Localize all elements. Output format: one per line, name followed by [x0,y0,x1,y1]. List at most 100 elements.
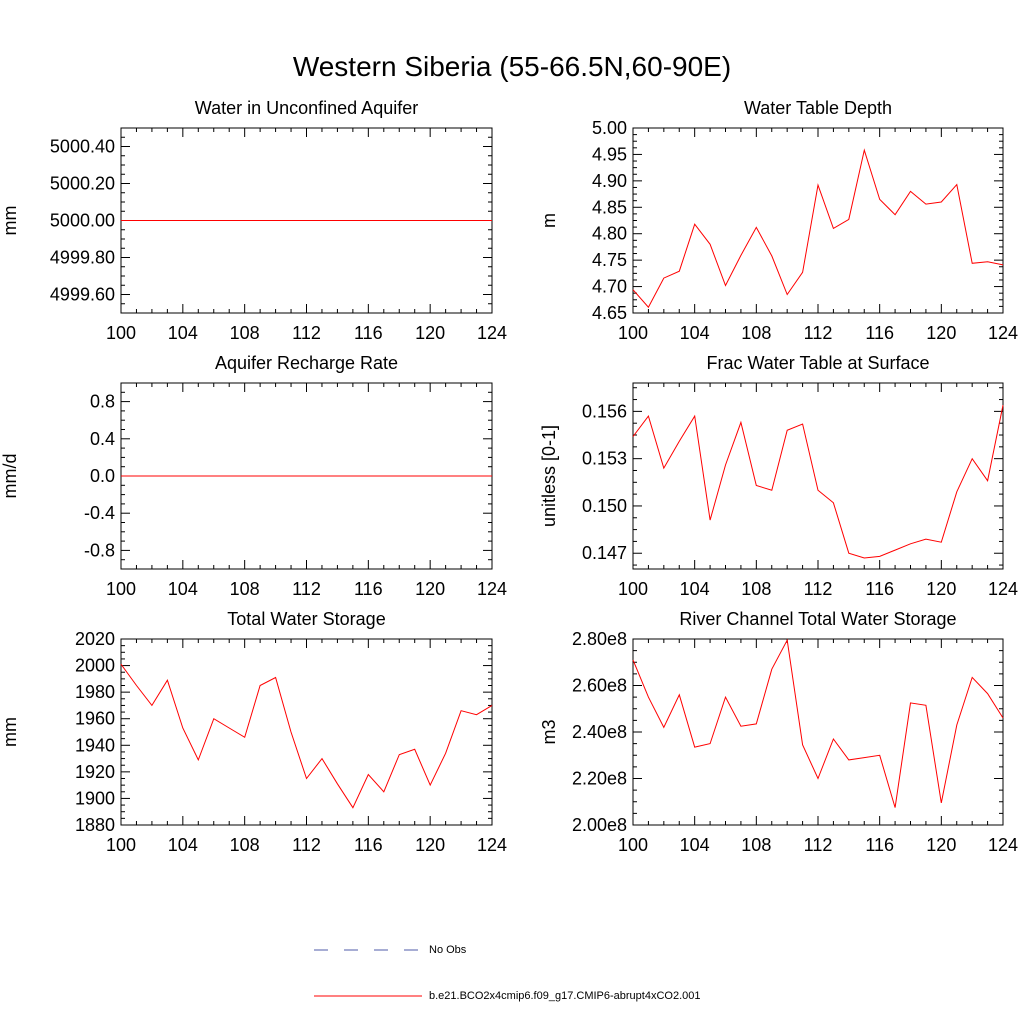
x-tick-label: 124 [988,835,1018,855]
y-tick-label: 5000.20 [50,174,115,194]
y-tick-label: 1960 [75,709,115,729]
y-tick-label: 1880 [75,815,115,835]
y-tick-label: 2000 [75,656,115,676]
x-tick-label: 120 [926,579,956,599]
plot-frame [632,382,1004,570]
x-tick-label: 108 [230,579,260,599]
y-tick-label: 2.40e8 [572,722,627,742]
chart-panel-6: 100 104 108 112 116 120 124 2.00e8 2.20e8 2.40e8 2… [539,609,1018,855]
x-tick-label: 120 [415,323,445,343]
series-line [120,663,493,809]
x-tick-label: 104 [168,323,198,343]
legend [314,949,422,997]
y-tick-label: 5000.40 [50,137,115,157]
y-tick-label: 0.8 [90,392,115,412]
x-tick-label: 104 [168,579,198,599]
y-tick-label: 1920 [75,762,115,782]
series-line [632,148,1004,309]
x-tick-label: 124 [988,579,1018,599]
series-line [632,405,1004,559]
x-tick-label: 124 [477,579,507,599]
x-tick-label: 116 [354,579,383,599]
y-tick-label: -0.4 [84,503,115,523]
panel-title: Total Water Storage [227,609,385,629]
chart-panel-3: 100 104 108 112 116 120 124 -0.8 -0.4 0.0 0.4 0.8 Aq… [0,353,507,599]
y-tick-label: 1940 [75,735,115,755]
x-tick-label: 108 [741,323,771,343]
y-tick-label: 1980 [75,682,115,702]
x-tick-label: 100 [106,323,136,343]
y-axis-label: mm [0,206,20,236]
x-tick-label: 120 [926,323,956,343]
y-tick-label: 0.4 [90,429,115,449]
x-tick-label: 100 [618,835,648,855]
x-tick-label: 112 [292,323,321,343]
series-line [632,638,1004,808]
y-tick-label: 4.90 [592,171,627,191]
x-tick-label: 108 [741,835,771,855]
x-tick-label: 124 [477,323,507,343]
x-tick-label: 108 [230,323,260,343]
x-tick-label: 112 [804,323,833,343]
y-tick-label: 4.80 [592,224,627,244]
chart-panel-4: 100 104 108 112 116 120 124 0.147 0.150 0.153 0.15… [539,353,1018,599]
y-tick-label: 4.65 [592,303,627,323]
y-axis-label: m [539,213,559,228]
chart-panel-2: 100 104 108 112 116 120 124 4.65 4.70 4.75 4.80 4.8… [539,98,1018,343]
legend-label-no-obs: No Obs [429,944,467,956]
y-tick-label: 0.0 [90,466,115,486]
y-axis-label: mm [0,717,20,747]
y-axis-label: unitless [0-1] [539,425,559,527]
x-tick-label: 108 [741,579,771,599]
x-tick-label: 108 [230,835,260,855]
chart-panel-1: 100 104 108 112 116 120 124 4999.60 4999.80 5000.… [0,98,507,343]
plot-frame [632,127,1004,314]
legend-label-model-run: b.e21.BCO2x4cmip6.f09_g17.CMIP6-abrupt4x… [429,990,701,1002]
y-tick-label: 5.00 [592,118,627,138]
y-tick-label: 2.60e8 [572,676,627,696]
x-tick-label: 100 [106,579,136,599]
x-tick-label: 112 [292,579,321,599]
figure-title: Western Siberia (55-66.5N,60-90E) [292,51,732,82]
y-tick-label: 0.147 [582,543,627,563]
panel-title: River Channel Total Water Storage [679,609,956,629]
panel-title: Frac Water Table at Surface [706,353,929,373]
x-tick-label: 120 [415,835,445,855]
x-tick-label: 100 [618,579,648,599]
panel-title: Aquifer Recharge Rate [215,353,398,373]
plot-frame [632,638,1004,826]
x-tick-label: 100 [618,323,648,343]
x-tick-label: 104 [168,835,198,855]
x-tick-label: 116 [354,323,383,343]
x-tick-label: 120 [926,835,956,855]
y-tick-label: -0.8 [84,540,115,560]
y-axis-label: m3 [539,719,559,744]
x-tick-label: 112 [804,579,833,599]
y-tick-label: 2020 [75,629,115,649]
x-tick-label: 116 [865,579,894,599]
y-tick-label: 0.150 [582,496,627,516]
y-tick-label: 4999.60 [50,285,115,305]
x-tick-label: 116 [865,835,894,855]
x-tick-label: 124 [988,323,1018,343]
x-tick-label: 112 [804,835,833,855]
chart-panel-5: 100 104 108 112 116 120 124 1880 1900 1920 1940 196… [0,609,507,855]
x-tick-label: 104 [680,835,710,855]
x-tick-label: 104 [680,579,710,599]
y-tick-label: 2.80e8 [572,629,627,649]
plot-frame [120,638,493,826]
y-tick-label: 0.156 [582,401,627,421]
y-tick-label: 4.95 [592,144,627,164]
y-axis-label: mm/d [0,454,20,499]
y-tick-label: 2.20e8 [572,769,627,789]
y-tick-label: 1900 [75,788,115,808]
panel-title: Water in Unconfined Aquifer [195,98,418,118]
x-tick-label: 116 [354,835,383,855]
x-tick-label: 112 [292,835,321,855]
y-tick-label: 5000.00 [50,211,115,231]
y-tick-label: 0.153 [582,449,627,469]
x-tick-label: 116 [865,323,894,343]
y-tick-label: 4.85 [592,197,627,217]
x-tick-label: 124 [477,835,507,855]
